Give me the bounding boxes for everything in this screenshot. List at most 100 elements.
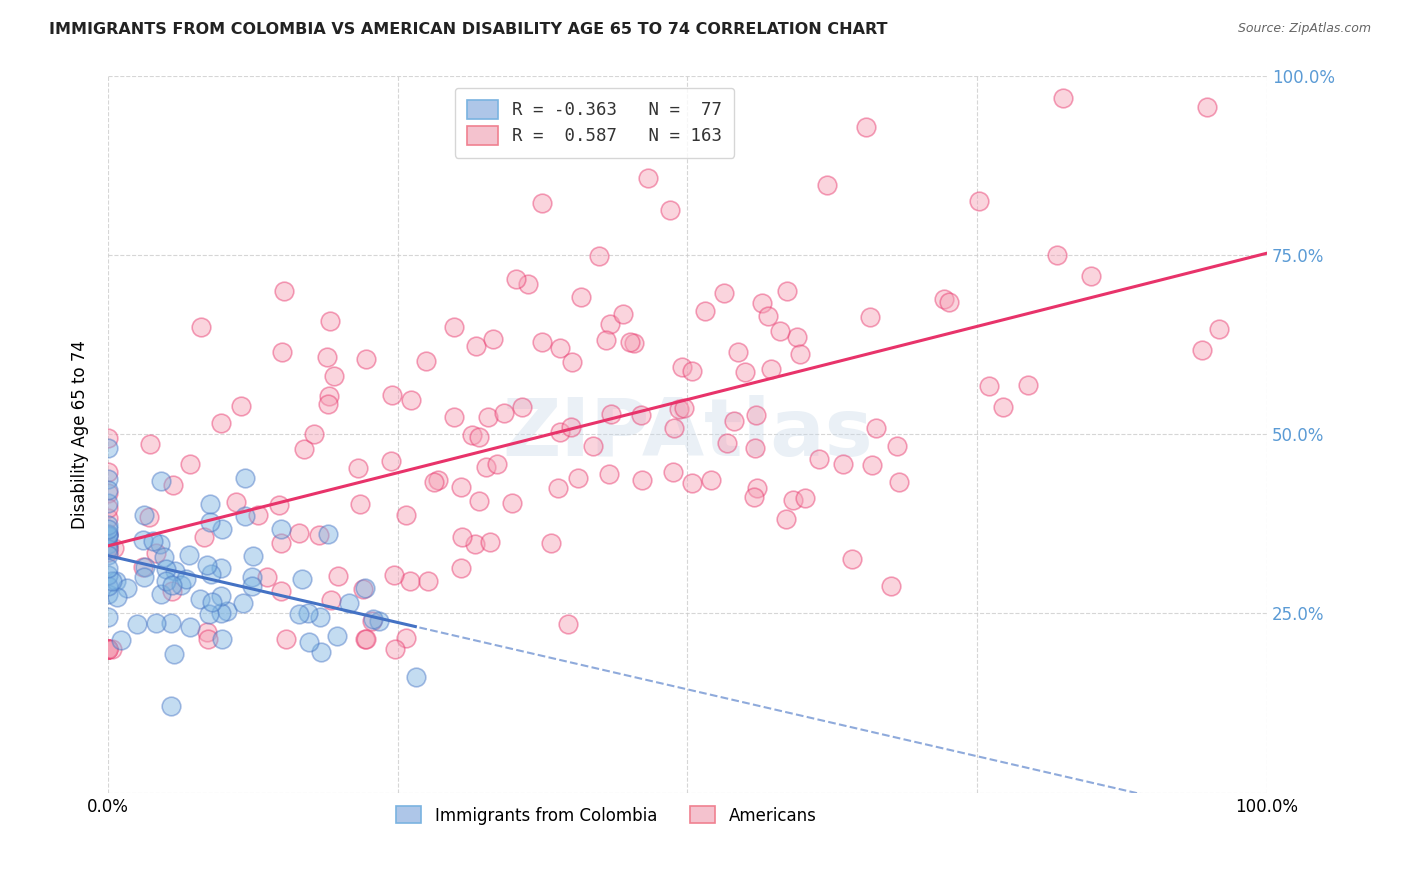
- Point: [211, 632, 233, 647]
- Point: [859, 310, 882, 324]
- Point: [1045, 248, 1067, 262]
- Point: [273, 284, 295, 298]
- Point: [405, 670, 427, 684]
- Point: [97, 501, 120, 516]
- Point: [270, 536, 292, 550]
- Point: [1080, 268, 1102, 283]
- Point: [105, 590, 128, 604]
- Point: [97, 642, 120, 657]
- Point: [298, 634, 321, 648]
- Point: [482, 332, 505, 346]
- Point: [294, 442, 316, 457]
- Point: [97, 541, 120, 556]
- Point: [880, 579, 903, 593]
- Point: [125, 617, 148, 632]
- Point: [101, 574, 124, 588]
- Point: [229, 399, 252, 413]
- Point: [478, 534, 501, 549]
- Point: [967, 194, 990, 209]
- Point: [619, 334, 641, 349]
- Point: [97, 472, 120, 486]
- Point: [600, 408, 623, 422]
- Point: [97, 510, 120, 524]
- Point: [492, 406, 515, 420]
- Point: [588, 249, 610, 263]
- Point: [97, 528, 120, 542]
- Point: [110, 633, 132, 648]
- Point: [384, 642, 406, 657]
- Point: [1197, 100, 1219, 114]
- Point: [104, 574, 127, 588]
- Point: [316, 397, 339, 411]
- Point: [240, 579, 263, 593]
- Point: [97, 545, 120, 559]
- Point: [443, 319, 465, 334]
- Point: [465, 339, 488, 353]
- Point: [630, 473, 652, 487]
- Point: [734, 365, 756, 379]
- Point: [256, 570, 278, 584]
- Point: [889, 475, 911, 490]
- Point: [769, 324, 792, 338]
- Point: [501, 496, 523, 510]
- Point: [547, 481, 569, 495]
- Point: [142, 533, 165, 548]
- Point: [399, 393, 422, 408]
- Point: [716, 435, 738, 450]
- Point: [297, 606, 319, 620]
- Point: [97, 522, 120, 536]
- Point: [517, 277, 540, 292]
- Point: [149, 537, 172, 551]
- Point: [134, 559, 156, 574]
- Point: [97, 486, 120, 500]
- Point: [163, 564, 186, 578]
- Point: [242, 549, 264, 563]
- Point: [318, 389, 340, 403]
- Point: [97, 610, 120, 624]
- Point: [97, 549, 120, 563]
- Point: [582, 440, 605, 454]
- Point: [145, 616, 167, 631]
- Point: [271, 344, 294, 359]
- Point: [139, 437, 162, 451]
- Point: [775, 511, 797, 525]
- Point: [416, 574, 439, 588]
- Point: [190, 320, 212, 334]
- Point: [308, 528, 330, 542]
- Point: [699, 473, 721, 487]
- Point: [270, 584, 292, 599]
- Point: [793, 491, 815, 506]
- Point: [138, 510, 160, 524]
- Point: [97, 587, 120, 601]
- Point: [477, 410, 499, 425]
- Point: [450, 561, 472, 575]
- Point: [548, 341, 571, 355]
- Point: [170, 577, 193, 591]
- Point: [599, 317, 621, 331]
- Point: [97, 537, 120, 551]
- Point: [200, 566, 222, 581]
- Point: [177, 548, 200, 562]
- Point: [270, 523, 292, 537]
- Point: [198, 497, 221, 511]
- Point: [132, 508, 155, 522]
- Y-axis label: Disability Age 65 to 74: Disability Age 65 to 74: [72, 340, 89, 529]
- Point: [475, 459, 498, 474]
- Point: [464, 537, 486, 551]
- Point: [198, 515, 221, 529]
- Point: [97, 642, 120, 657]
- Point: [233, 471, 256, 485]
- Point: [723, 414, 745, 428]
- Point: [163, 647, 186, 661]
- Point: [808, 452, 831, 467]
- Point: [426, 473, 449, 487]
- Point: [782, 493, 804, 508]
- Point: [247, 508, 270, 522]
- Point: [938, 294, 960, 309]
- Point: [97, 642, 120, 657]
- Point: [319, 314, 342, 328]
- Point: [747, 481, 769, 495]
- Point: [561, 355, 583, 369]
- Point: [865, 420, 887, 434]
- Point: [131, 533, 153, 547]
